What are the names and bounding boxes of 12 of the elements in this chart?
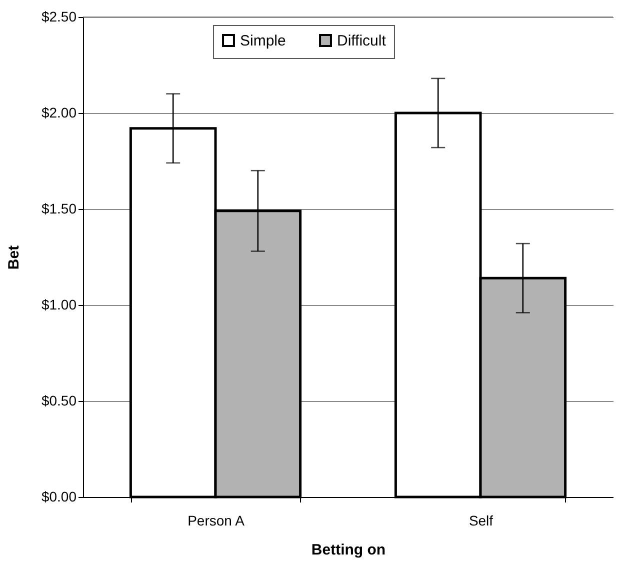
y-tick-label: $0.50	[41, 392, 77, 408]
y-tick-label: $2.00	[41, 104, 77, 120]
x-tick-label: Self	[468, 512, 494, 528]
y-tick-label: $0.00	[41, 488, 77, 504]
x-tick-label: Person A	[188, 512, 246, 528]
legend-label: Difficult	[337, 32, 387, 50]
x-axis-title: Betting on	[311, 542, 386, 558]
y-tick-label: $1.50	[41, 200, 77, 216]
legend-label: Simple	[240, 32, 286, 50]
y-tick-label: $1.00	[41, 296, 77, 312]
y-axis-title: Bet	[5, 245, 22, 270]
y-tick-label: $2.50	[41, 8, 77, 24]
